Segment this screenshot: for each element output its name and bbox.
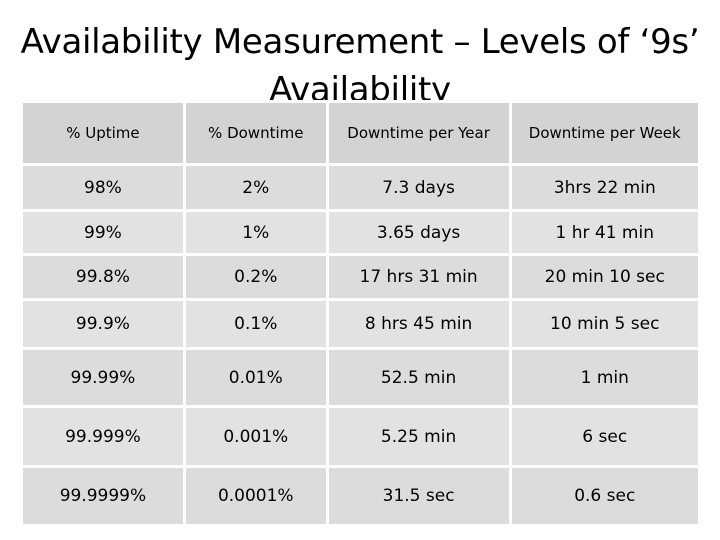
header-downtime-per-week: Downtime per Week [511,103,698,163]
cell-downtime: 0.2% [185,256,326,298]
cell-downtime: 2% [185,166,326,209]
table-row: 99.99% 0.01% 52.5 min 1 min [23,350,698,405]
cell-uptime: 99.99% [23,350,183,405]
cell-downtime-per-year: 3.65 days [328,212,509,253]
table-row: 98% 2% 7.3 days 3hrs 22 min [23,166,698,209]
availability-table: % Uptime % Downtime Downtime per Year Do… [20,100,701,527]
cell-uptime: 99.999% [23,408,183,465]
table-row: 99.9% 0.1% 8 hrs 45 min 10 min 5 sec [23,301,698,347]
slide-title: Availability Measurement – Levels of ‘9s… [20,22,700,110]
cell-downtime: 0.1% [185,301,326,347]
cell-uptime: 99.9% [23,301,183,347]
cell-downtime-per-year: 31.5 sec [328,468,509,524]
table-row: 99.9999% 0.0001% 31.5 sec 0.6 sec [23,468,698,524]
cell-downtime-per-week: 1 hr 41 min [511,212,698,253]
table-row: 99.999% 0.001% 5.25 min 6 sec [23,408,698,465]
cell-uptime: 99% [23,212,183,253]
table-row: 99.8% 0.2% 17 hrs 31 min 20 min 10 sec [23,256,698,298]
cell-uptime: 99.8% [23,256,183,298]
cell-downtime: 0.0001% [185,468,326,524]
cell-downtime: 1% [185,212,326,253]
cell-downtime: 0.001% [185,408,326,465]
table-row: 99% 1% 3.65 days 1 hr 41 min [23,212,698,253]
header-uptime: % Uptime [23,103,183,163]
cell-downtime-per-year: 8 hrs 45 min [328,301,509,347]
cell-downtime-per-week: 0.6 sec [511,468,698,524]
cell-downtime-per-year: 17 hrs 31 min [328,256,509,298]
availability-table-container: % Uptime % Downtime Downtime per Year Do… [20,100,701,527]
cell-downtime: 0.01% [185,350,326,405]
cell-downtime-per-week: 20 min 10 sec [511,256,698,298]
cell-downtime-per-week: 1 min [511,350,698,405]
cell-downtime-per-year: 7.3 days [328,166,509,209]
table-header-row: % Uptime % Downtime Downtime per Year Do… [23,103,698,163]
cell-uptime: 98% [23,166,183,209]
header-downtime-per-year: Downtime per Year [328,103,509,163]
cell-uptime: 99.9999% [23,468,183,524]
cell-downtime-per-year: 5.25 min [328,408,509,465]
cell-downtime-per-week: 3hrs 22 min [511,166,698,209]
header-downtime: % Downtime [185,103,326,163]
cell-downtime-per-year: 52.5 min [328,350,509,405]
cell-downtime-per-week: 6 sec [511,408,698,465]
cell-downtime-per-week: 10 min 5 sec [511,301,698,347]
